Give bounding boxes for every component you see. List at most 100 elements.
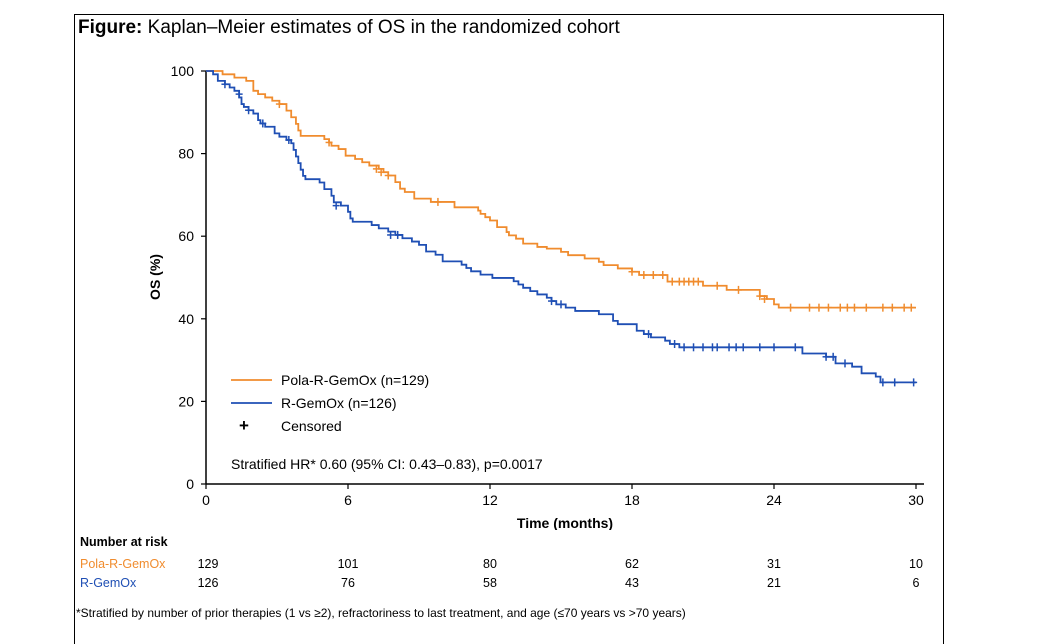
censor-mark-rgemox xyxy=(680,343,688,352)
censor-mark-rgemox xyxy=(891,378,899,387)
censor-mark-pola xyxy=(843,303,851,312)
censor-mark-rgemox xyxy=(756,343,764,352)
risk-value: 31 xyxy=(767,557,781,571)
legend-censor-symbol: + xyxy=(239,416,249,435)
censor-mark-rgemox xyxy=(841,359,849,368)
censor-mark-rgemox xyxy=(690,343,698,352)
censor-mark-rgemox xyxy=(557,300,565,309)
censor-mark-pola xyxy=(649,271,657,280)
censor-mark-rgemox xyxy=(829,352,837,361)
censor-mark-rgemox xyxy=(879,378,887,387)
x-tick-label: 30 xyxy=(908,492,924,508)
censor-mark-pola xyxy=(694,277,702,286)
censor-mark-pola xyxy=(275,100,283,109)
y-tick-label: 100 xyxy=(171,63,195,79)
x-tick-label: 18 xyxy=(624,492,640,508)
censor-mark-rgemox xyxy=(235,90,243,99)
risk-value: 129 xyxy=(197,557,219,571)
x-axis-label: Time (months) xyxy=(517,515,613,530)
censor-mark-rgemox xyxy=(699,343,707,352)
censor-mark-pola xyxy=(735,285,742,294)
legend-label: R-GemOx (n=126) xyxy=(281,395,397,411)
km-chart: 0 6 12 18 24 30 0 20 40 60 80 100 Pola-R-GemOx (n=1… xyxy=(147,63,924,530)
figure-title: Figure: Kaplan–Meier estimates of OS in … xyxy=(78,17,620,39)
risk-value: 10 xyxy=(909,557,923,571)
hr-annotation: Stratified HR* 0.60 (95% CI: 0.43–0.83),… xyxy=(231,456,543,472)
risk-value: 62 xyxy=(625,557,639,571)
risk-value: 126 xyxy=(197,576,219,590)
censor-mark-rgemox xyxy=(645,330,653,339)
x-tick-label: 12 xyxy=(482,492,498,508)
censor-mark-pola xyxy=(806,303,813,312)
risk-value: 80 xyxy=(483,557,497,571)
censor-mark-pola xyxy=(434,197,442,206)
y-tick-label: 0 xyxy=(186,476,194,492)
risk-value: 76 xyxy=(341,576,355,590)
censor-mark-pola xyxy=(900,303,908,312)
censor-mark-pola xyxy=(377,168,385,177)
censor-mark-pola xyxy=(756,292,764,301)
y-tick-label: 60 xyxy=(178,228,194,244)
censor-mark-pola xyxy=(824,303,832,312)
risk-row-label: Pola-R-GemOx xyxy=(80,557,166,571)
figure-frame xyxy=(74,14,944,644)
figure-title-text: Kaplan–Meier estimates of OS in the rand… xyxy=(142,17,620,38)
censor-mark-pola xyxy=(713,281,721,290)
risk-value: 101 xyxy=(337,557,359,571)
censor-mark-rgemox xyxy=(259,119,267,128)
censor-mark-rgemox xyxy=(770,343,778,352)
censor-mark-rgemox xyxy=(548,297,556,306)
censor-mark-pola xyxy=(836,303,844,312)
y-tick-label: 40 xyxy=(178,311,194,327)
y-tick-label: 80 xyxy=(178,146,194,162)
x-tick-label: 24 xyxy=(766,492,782,508)
censor-mark-pola xyxy=(325,138,333,147)
x-tick-label: 0 xyxy=(202,492,210,508)
km-curve-rgemox xyxy=(206,70,916,384)
censor-mark-pola xyxy=(850,303,858,312)
risk-value: 58 xyxy=(483,576,497,590)
legend-label: Pola-R-GemOx (n=129) xyxy=(281,372,429,388)
censor-mark-pola xyxy=(659,271,667,280)
risk-value: 6 xyxy=(912,576,920,590)
censor-mark-rgemox xyxy=(725,343,733,352)
risk-table-header: Number at risk xyxy=(80,535,168,549)
censor-mark-pola xyxy=(862,303,870,312)
km-curve-pola xyxy=(206,70,916,309)
censor-mark-rgemox xyxy=(732,343,740,352)
censor-mark-pola xyxy=(668,277,676,286)
censor-mark-pola xyxy=(628,267,636,276)
censor-mark-rgemox xyxy=(822,352,830,361)
censor-mark-rgemox xyxy=(671,339,679,348)
y-axis-label: OS (%) xyxy=(147,254,163,300)
censor-mark-pola xyxy=(907,303,915,312)
censor-mark-pola xyxy=(761,294,769,303)
legend-label: Censored xyxy=(281,418,342,434)
censor-mark-pola xyxy=(372,164,380,173)
x-tick-label: 6 xyxy=(344,492,352,508)
censor-mark-rgemox xyxy=(791,343,799,352)
chart-axes: 0 6 12 18 24 30 0 20 40 60 80 100 xyxy=(171,63,924,508)
risk-row-label: R-GemOx xyxy=(80,576,137,590)
censor-mark-pola xyxy=(787,303,795,312)
censor-mark-rgemox xyxy=(394,230,402,239)
censor-mark-rgemox xyxy=(910,378,918,387)
censor-mark-rgemox xyxy=(713,343,721,352)
y-tick-label: 20 xyxy=(178,393,194,409)
censor-mark-rgemox xyxy=(221,80,229,89)
censor-mark-pola xyxy=(815,303,823,312)
censor-mark-rgemox xyxy=(739,343,747,352)
censor-mark-rgemox xyxy=(245,106,253,115)
censor-mark-pola xyxy=(384,171,392,180)
censor-mark-rgemox xyxy=(332,201,340,210)
censor-mark-pola xyxy=(879,303,887,312)
footnote: *Stratified by number of prior therapies… xyxy=(76,606,686,620)
censor-mark-rgemox xyxy=(285,135,293,144)
risk-value: 43 xyxy=(625,576,639,590)
chart-series xyxy=(206,70,918,387)
censor-mark-rgemox xyxy=(387,230,395,239)
figure-title-prefix: Figure: xyxy=(78,17,143,38)
censor-mark-pola xyxy=(640,271,648,280)
censor-mark-pola xyxy=(888,303,896,312)
chart-legend: Pola-R-GemOx (n=129) R-GemOx (n=126) + Cens… xyxy=(231,372,429,435)
